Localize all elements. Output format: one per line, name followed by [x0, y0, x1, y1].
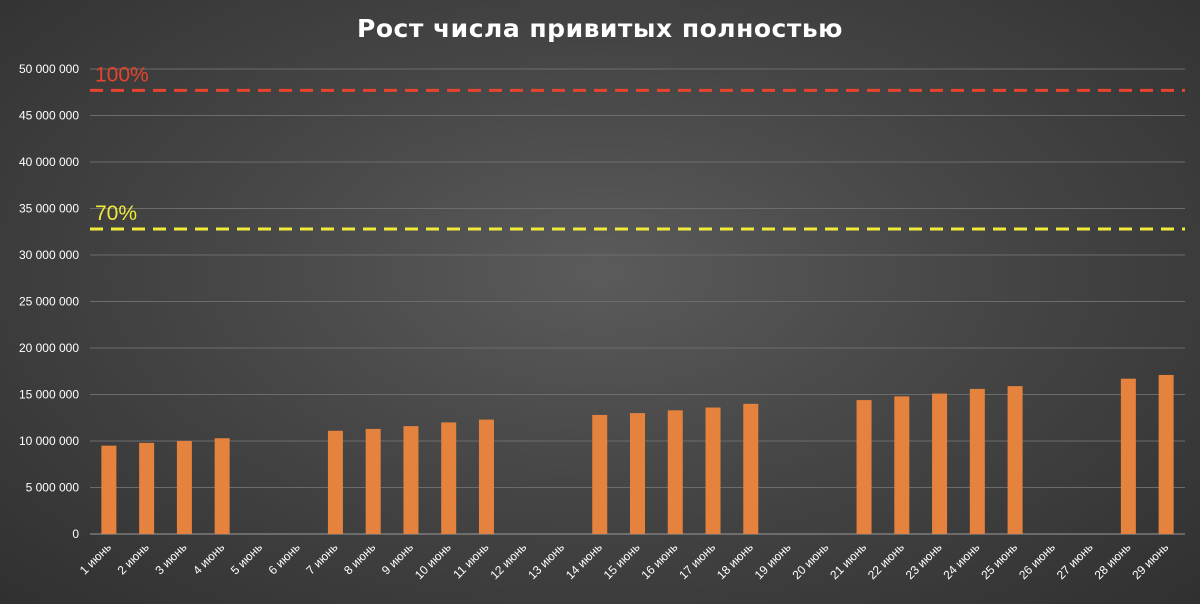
x-tick-label: 4 июнь [190, 540, 227, 577]
bar [1120, 378, 1136, 534]
x-tick-label: 8 июнь [341, 540, 378, 577]
x-tick-label: 17 июнь [676, 540, 718, 582]
reference-line-label: 70% [95, 202, 137, 225]
y-tick-label: 45 000 000 [19, 109, 79, 123]
x-tick-label: 14 июнь [563, 540, 605, 582]
y-tick-label: 15 000 000 [19, 388, 79, 402]
y-tick-label: 35 000 000 [19, 202, 79, 216]
chart-title: Рост числа привитых полностью [357, 14, 843, 43]
y-tick-label: 30 000 000 [19, 248, 79, 262]
x-tick-label: 20 июнь [790, 540, 832, 582]
bar [214, 438, 230, 534]
bar [1007, 386, 1023, 534]
x-tick-label: 11 июнь [450, 540, 491, 581]
bar [478, 419, 494, 534]
bar [856, 400, 872, 534]
x-tick-label: 5 июнь [228, 540, 265, 577]
x-tick-label: 7 июнь [303, 540, 340, 577]
bar [327, 430, 343, 534]
bar [667, 410, 683, 534]
y-tick-label: 5 000 000 [26, 481, 80, 495]
x-tick-label: 9 июнь [379, 540, 416, 577]
reference-line-label: 100% [95, 63, 149, 86]
x-tick-label: 6 июнь [266, 540, 303, 577]
x-tick-label: 27 июнь [1054, 540, 1096, 582]
bar [969, 388, 985, 534]
x-tick-label: 26 июнь [1016, 540, 1058, 582]
x-tick-label: 29 июнь [1129, 540, 1171, 582]
x-tick-label: 12 июнь [487, 540, 529, 582]
x-tick-label: 24 июнь [941, 540, 983, 582]
x-tick-label: 1 июнь [77, 540, 114, 577]
bar [705, 407, 721, 534]
x-tick-label: 25 июнь [978, 540, 1020, 582]
x-tick-label: 19 июнь [752, 540, 794, 582]
x-tick-label: 23 июнь [903, 540, 945, 582]
y-tick-label: 50 000 000 [19, 62, 79, 76]
bar [365, 428, 381, 534]
bar [630, 413, 645, 534]
bar [101, 445, 117, 534]
bar [743, 403, 759, 534]
bar [894, 396, 910, 534]
bar [403, 426, 419, 534]
x-tick-label: 10 июнь [412, 540, 454, 582]
x-tick-label: 15 июнь [601, 540, 643, 582]
y-tick-label: 25 000 000 [19, 295, 79, 309]
bar [592, 414, 608, 534]
x-tick-label: 28 июнь [1092, 540, 1134, 582]
x-tick-label: 18 июнь [714, 540, 756, 582]
x-tick-label: 22 июнь [865, 540, 907, 582]
y-tick-label: 0 [72, 527, 79, 541]
x-tick-label: 3 июнь [152, 540, 189, 577]
x-tick-label: 2 июнь [115, 540, 152, 577]
y-tick-label: 10 000 000 [19, 434, 79, 448]
x-tick-label: 16 июнь [638, 540, 680, 582]
y-tick-label: 20 000 000 [19, 341, 79, 355]
bar [932, 393, 948, 534]
bar [441, 422, 457, 534]
x-tick-label: 21 июнь [827, 540, 869, 582]
bar [139, 442, 155, 534]
y-tick-label: 40 000 000 [19, 155, 79, 169]
x-tick-label: 13 июнь [525, 540, 567, 582]
bar [1158, 374, 1174, 534]
bar [176, 441, 192, 534]
